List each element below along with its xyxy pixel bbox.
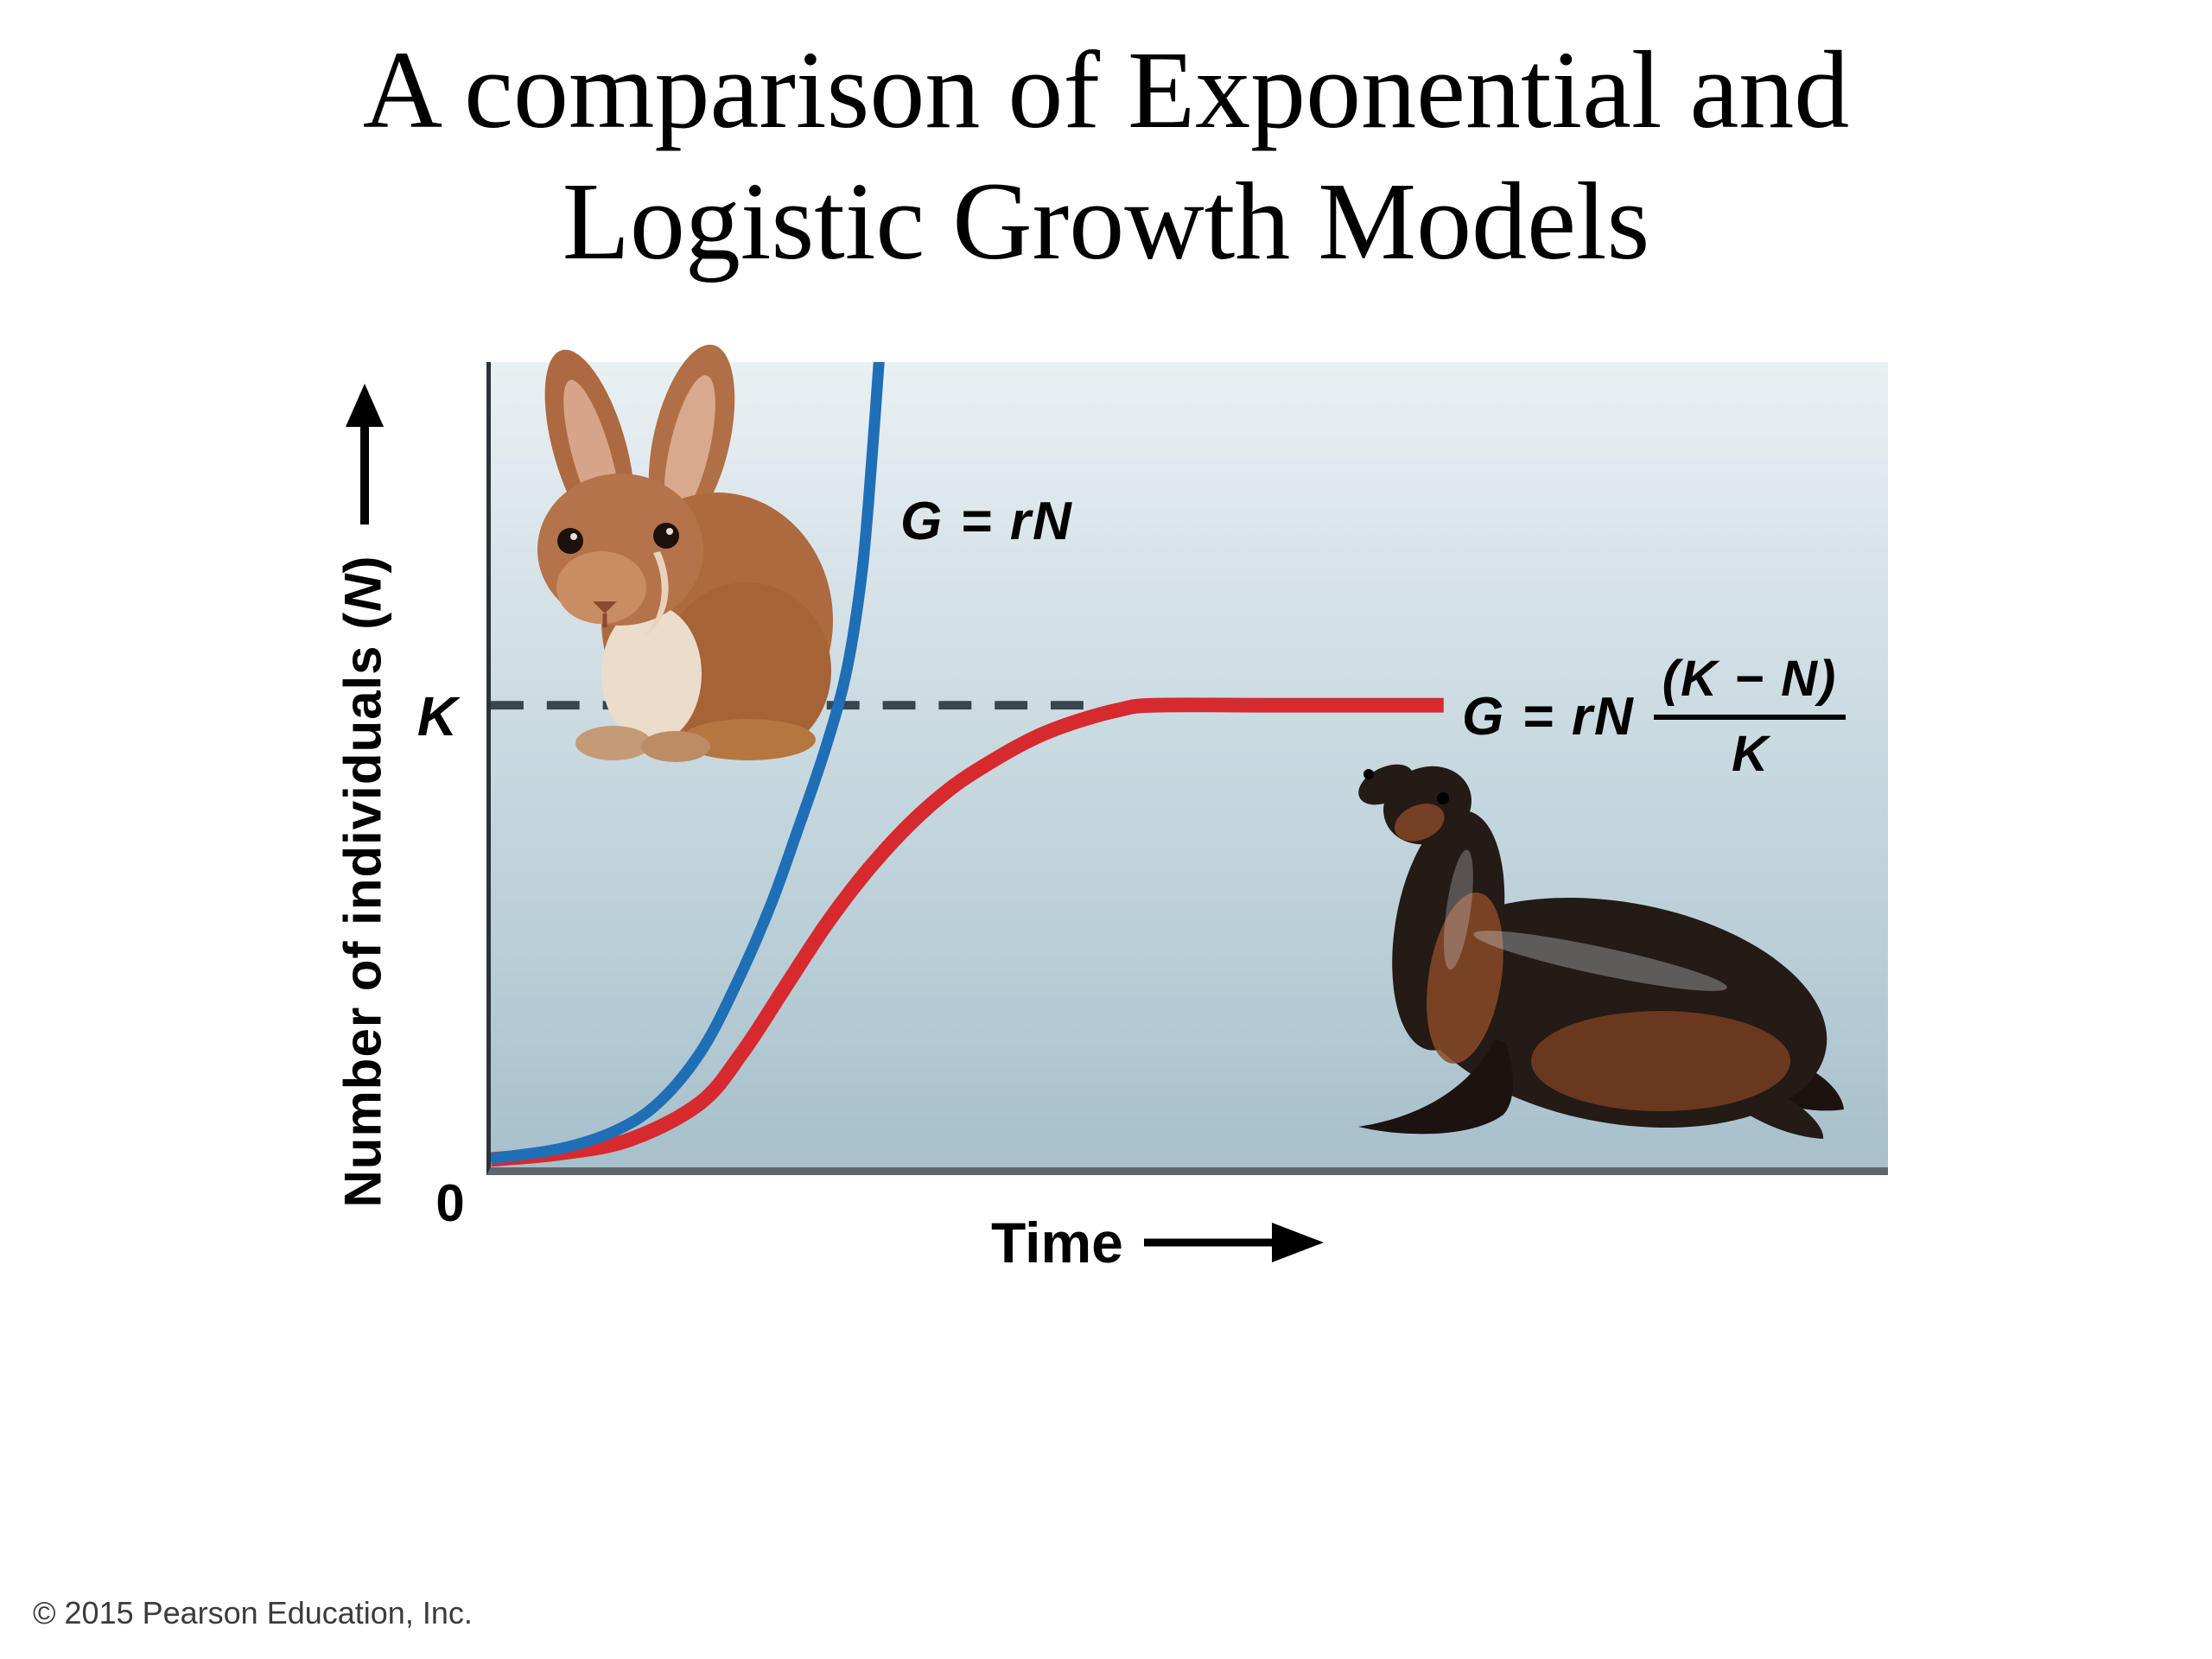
x-axis-arrow-icon: [1143, 1223, 1324, 1262]
exponential-equation-label: G = rN: [900, 492, 1073, 551]
sea-lion-image: [1358, 764, 1844, 1139]
logistic-equation-fraction: (K − N) K: [1653, 650, 1847, 783]
y-axis-label: Number of individuals (N): [334, 555, 393, 1207]
logistic-equation-prefix: G = rN: [1462, 686, 1635, 747]
x-axis-label: Time: [991, 1211, 1123, 1274]
logistic-equation-label: G = rN (K − N) K: [1462, 650, 1847, 783]
slide-title: A comparison of Exponential and Logistic…: [0, 24, 2212, 287]
x-axis-label-row: Time: [991, 1211, 1326, 1274]
y-axis-label-pre: Number of individuals (: [334, 611, 392, 1208]
slide-title-line2: Logistic Growth Models: [562, 160, 1650, 283]
exponential-growth-curve: [491, 362, 885, 1165]
rabbit-image: [537, 344, 833, 762]
y-axis-arrow-icon: [346, 384, 384, 524]
logistic-equation-denominator: K: [1732, 726, 1768, 782]
y-axis-label-variable: N: [334, 573, 392, 612]
copyright-text: © 2015 Pearson Education, Inc.: [33, 1595, 473, 1630]
slide-title-line1: A comparison of Exponential and: [362, 29, 1850, 151]
y-tick-zero: 0: [435, 1174, 465, 1232]
logistic-equation-numerator: (K − N): [1653, 650, 1847, 720]
y-tick-K: K: [416, 685, 458, 747]
logistic-growth-curve: [491, 697, 1444, 1167]
y-axis-label-post: ): [334, 555, 392, 574]
